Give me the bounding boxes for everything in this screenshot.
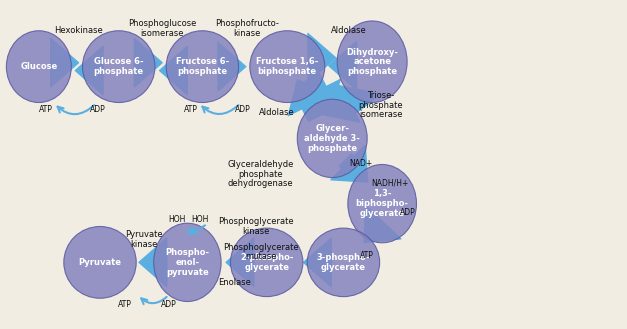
Text: Glucose 6-
phosphate: Glucose 6- phosphate: [93, 57, 144, 76]
FancyArrowPatch shape: [308, 34, 335, 82]
Text: ATP: ATP: [184, 105, 198, 114]
Text: Pyruvate
kinase: Pyruvate kinase: [125, 230, 162, 249]
Text: Pyruvate: Pyruvate: [78, 258, 122, 267]
Text: ADP: ADP: [90, 105, 105, 114]
Text: 3-phospho-
glycerate: 3-phospho- glycerate: [317, 253, 370, 272]
FancyArrowPatch shape: [226, 238, 254, 287]
Text: HOH: HOH: [191, 215, 209, 224]
Ellipse shape: [307, 228, 380, 297]
Text: Glycer-
aldehyde 3-
phosphate: Glycer- aldehyde 3- phosphate: [304, 124, 360, 153]
Text: NAD+: NAD+: [350, 159, 373, 168]
Text: Triose-
phosphate
isomerase: Triose- phosphate isomerase: [359, 91, 403, 119]
Ellipse shape: [83, 31, 155, 103]
Ellipse shape: [166, 31, 239, 103]
FancyArrowPatch shape: [303, 238, 331, 287]
FancyArrowPatch shape: [297, 74, 340, 115]
Text: ADP: ADP: [234, 105, 250, 114]
Ellipse shape: [231, 228, 303, 297]
Text: ATP: ATP: [118, 300, 132, 309]
Text: Fructose 6-
phosphate: Fructose 6- phosphate: [176, 57, 229, 76]
Text: Dihydroxy-
acetone
phosphate: Dihydroxy- acetone phosphate: [346, 47, 398, 76]
Text: Phosphoglucose
isomerase: Phosphoglucose isomerase: [128, 19, 196, 38]
Ellipse shape: [154, 223, 221, 301]
FancyArrowPatch shape: [329, 41, 357, 90]
FancyArrowPatch shape: [312, 90, 360, 122]
FancyArrowPatch shape: [364, 206, 401, 242]
FancyArrowPatch shape: [139, 238, 167, 287]
Ellipse shape: [348, 164, 416, 243]
Text: Phospho-
enol-
pyruvate: Phospho- enol- pyruvate: [166, 248, 209, 277]
Ellipse shape: [64, 226, 136, 298]
Text: Fructose 1,6-
biphosphate: Fructose 1,6- biphosphate: [256, 57, 319, 76]
Text: ATP: ATP: [360, 251, 374, 260]
Text: Glucose: Glucose: [20, 62, 58, 71]
Text: Glyceraldehyde
phosphate
dehydrogenase: Glyceraldehyde phosphate dehydrogenase: [227, 160, 293, 189]
Text: Enolase: Enolase: [218, 278, 251, 287]
Ellipse shape: [6, 31, 71, 103]
FancyArrowPatch shape: [134, 38, 162, 87]
Text: 2-phospho-
glycerate: 2-phospho- glycerate: [240, 253, 293, 272]
Ellipse shape: [337, 21, 407, 103]
Ellipse shape: [250, 31, 325, 103]
FancyArrowPatch shape: [331, 145, 367, 182]
Text: Hexokinase: Hexokinase: [55, 26, 103, 35]
Text: HOH: HOH: [169, 215, 186, 224]
FancyArrowPatch shape: [288, 80, 332, 121]
Text: Phosphoglycerate
kinase: Phosphoglycerate kinase: [218, 217, 293, 236]
Text: 1,3-
biphospho-
glycerate: 1,3- biphospho- glycerate: [356, 190, 409, 218]
FancyArrowPatch shape: [160, 46, 187, 95]
FancyArrowPatch shape: [218, 42, 246, 91]
Text: Phosphofructo-
kinase: Phosphofructo- kinase: [215, 19, 278, 38]
FancyArrowPatch shape: [51, 38, 78, 87]
Text: ADP: ADP: [161, 300, 177, 309]
FancyArrowPatch shape: [333, 85, 381, 116]
Text: Aldolase: Aldolase: [259, 108, 295, 117]
Text: ATP: ATP: [40, 105, 53, 114]
Ellipse shape: [297, 99, 367, 178]
FancyArrowPatch shape: [75, 46, 103, 95]
Text: Aldolase: Aldolase: [331, 26, 367, 35]
Text: ADP: ADP: [399, 208, 416, 217]
Text: Phosphoglycerate
mutase: Phosphoglycerate mutase: [223, 242, 298, 261]
Text: NADH/H+: NADH/H+: [371, 178, 408, 187]
